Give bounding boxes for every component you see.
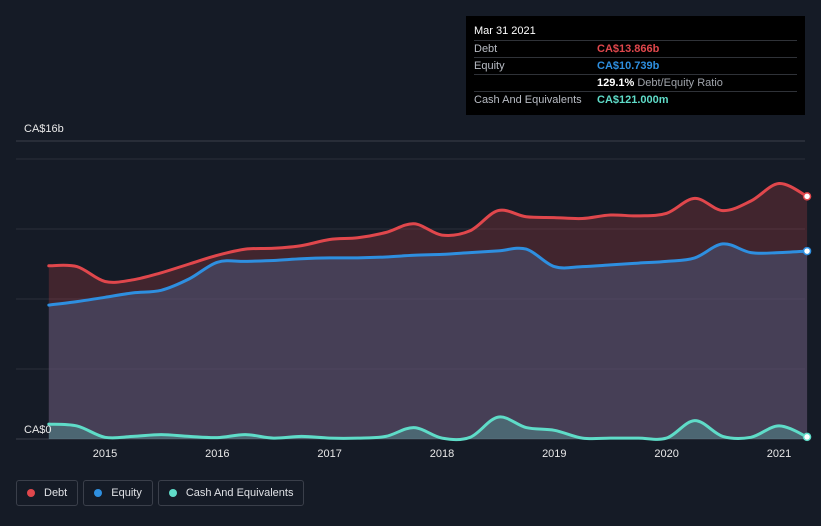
legend-dot-icon [168, 489, 177, 497]
equity-line [47, 242, 809, 307]
debt-line [47, 182, 809, 284]
cash-and-equivalents-line [47, 415, 809, 442]
legend-item-debt[interactable]: Debt [16, 480, 79, 506]
x-tick-label: 2018 [430, 448, 454, 460]
series-lines [47, 182, 809, 442]
tooltip-row-equity: Equity CA$10.739b [474, 58, 797, 75]
tooltip-label: Equity [474, 60, 505, 72]
tooltip-ratio-caption: Debt/Equity Ratio [637, 77, 723, 89]
tooltip-value-ratio: 129.1% [597, 77, 635, 89]
x-tick-label: 2021 [767, 448, 791, 460]
tooltip-label [474, 75, 597, 91]
tooltip-date: Mar 31 2021 [474, 23, 797, 41]
axes: CA$16b CA$0 2015 2016 2017 2018 2019 2020 2021 [24, 123, 791, 460]
tooltip-row-cash: Cash And Equivalents CA$121.000m [474, 92, 797, 108]
tooltip-label: Debt [474, 43, 498, 55]
x-tick-label: 2019 [542, 448, 566, 460]
tooltip-row-ratio: 129.1% Debt/Equity Ratio [474, 75, 797, 92]
debt-equity-chart: CA$16b CA$0 2015 2016 2017 2018 2019 2020 2021 [16, 123, 812, 460]
data-tooltip: Mar 31 2021 Debt CA$13.866b Equity CA$10… [466, 16, 805, 115]
legend-item-cash[interactable]: Cash And Equivalents [157, 480, 305, 506]
x-tick-label: 2020 [654, 448, 678, 460]
y-tick-label: CA$16b [24, 123, 64, 135]
equity-area [48, 243, 808, 439]
legend-dot-icon [27, 489, 35, 497]
series-end-markers [802, 192, 812, 442]
series-areas [48, 183, 808, 440]
tooltip-value-equity: CA$10.739b [597, 60, 660, 72]
tooltip-label: Cash And Equivalents [474, 94, 582, 106]
legend-label: Cash And Equivalents [185, 487, 294, 499]
y-tick-label: CA$0 [24, 424, 52, 436]
tooltip-value-debt: CA$13.866b [597, 43, 660, 55]
tooltip-row-debt: Debt CA$13.866b [474, 41, 797, 58]
legend-dot-icon [94, 489, 103, 497]
cash-and-equivalents-end-marker[interactable] [802, 432, 812, 442]
legend-label: Debt [44, 487, 68, 499]
equity-end-marker[interactable] [802, 246, 812, 256]
legend-item-equity[interactable]: Equity [83, 480, 153, 506]
tooltip-value-cash: CA$121.000m [597, 94, 669, 106]
x-tick-label: 2017 [317, 448, 341, 460]
debt-end-marker[interactable] [802, 192, 812, 201]
legend-label: Equity [111, 487, 142, 499]
x-tick-label: 2016 [205, 448, 229, 460]
chart-legend: Debt Equity Cash And Equivalents [16, 480, 305, 506]
x-tick-label: 2015 [93, 448, 117, 460]
